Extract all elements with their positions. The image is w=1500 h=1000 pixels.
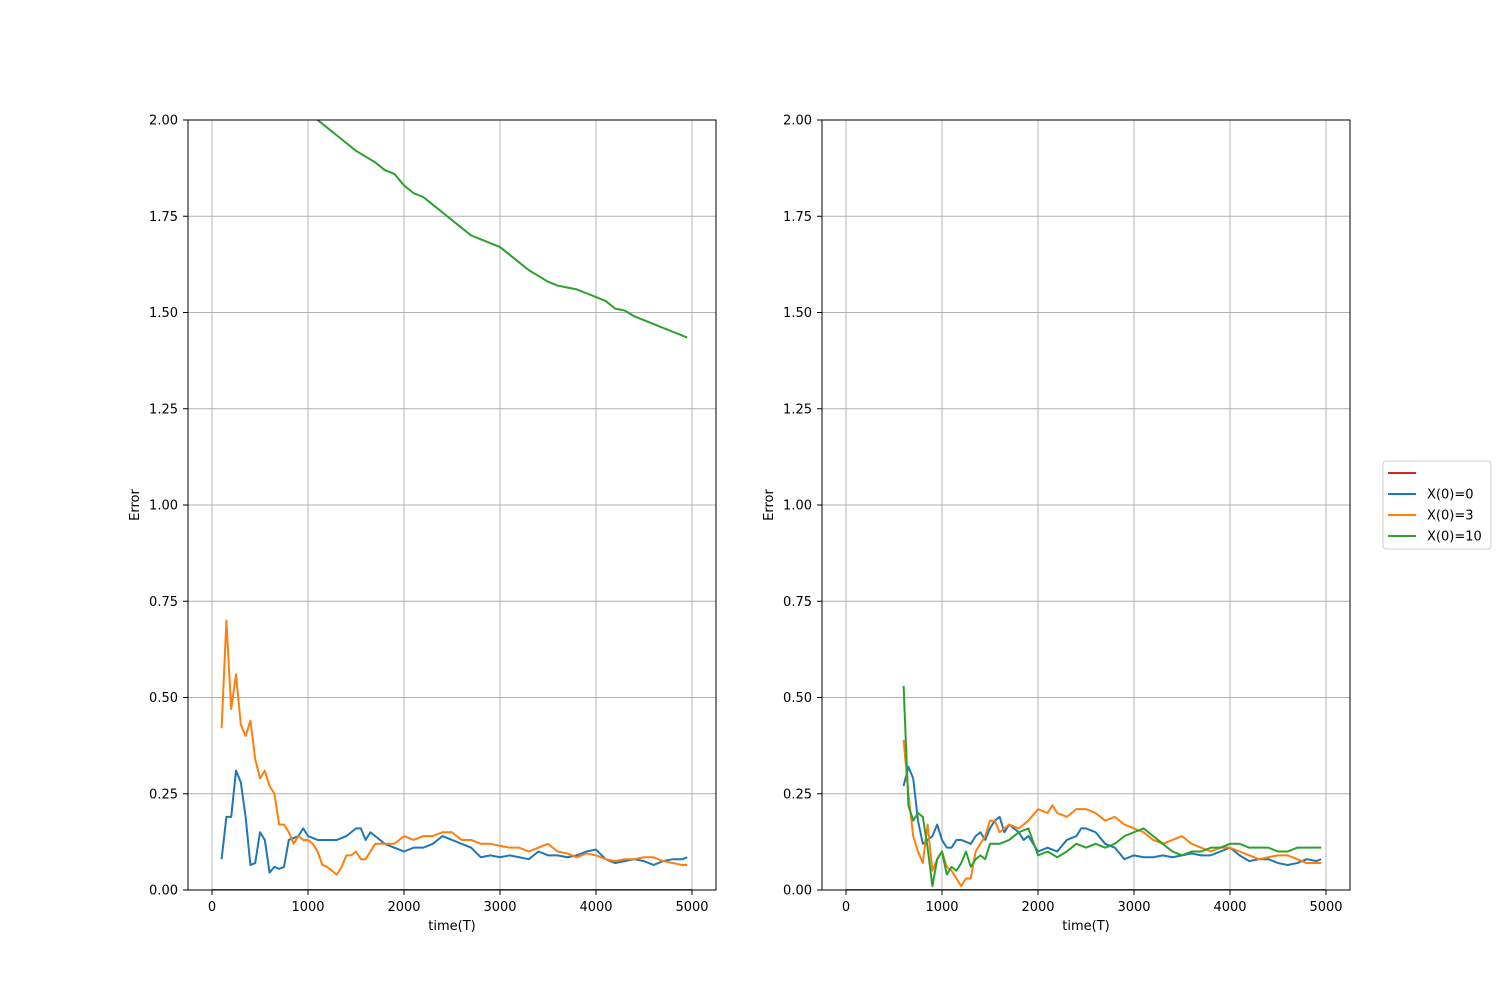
y-tick-label: 0.50 bbox=[783, 691, 812, 706]
y-tick-label: 1.00 bbox=[149, 499, 178, 514]
y-tick-label: 0.75 bbox=[783, 595, 812, 610]
grid bbox=[822, 119, 1350, 891]
y-tick-label: 0.50 bbox=[149, 691, 178, 706]
subplot-2: 0 1000 2000 3000 4000 5000 0.00 0.25 0.50 0.75 1.0… bbox=[762, 114, 1351, 934]
legend-box bbox=[1382, 460, 1492, 550]
x-tick-label: 0 bbox=[208, 900, 216, 915]
y-ticks: 0.00 0.25 0.50 0.75 1.00 1.25 1.50 1.75 2.00 bbox=[149, 114, 188, 899]
y-tick-label: 1.00 bbox=[783, 499, 812, 514]
legend-label: X(0)=0 bbox=[1427, 488, 1473, 503]
x-tick-label: 3000 bbox=[1117, 900, 1150, 915]
x-tick-label: 1000 bbox=[925, 900, 958, 915]
series-line-2 bbox=[902, 765, 1322, 866]
y-ticks: 0.00 0.25 0.50 0.75 1.00 1.25 1.50 1.75 2.00 bbox=[783, 114, 822, 899]
y-tick-label: 2.00 bbox=[149, 114, 178, 129]
x-tick-label: 5000 bbox=[1309, 900, 1342, 915]
y-tick-label: 2.00 bbox=[783, 114, 812, 129]
legend-label: X(0)=10 bbox=[1427, 530, 1482, 545]
x-tick-label: 2000 bbox=[387, 900, 420, 915]
x-axis-label: time(T) bbox=[1062, 919, 1109, 934]
x-axis-label: time(T) bbox=[428, 919, 475, 934]
series-group bbox=[846, 685, 1326, 890]
series-line-3 bbox=[220, 619, 688, 876]
y-axis-label: Error bbox=[762, 489, 777, 521]
y-tick-label: 0.25 bbox=[783, 787, 812, 802]
y-tick-label: 1.75 bbox=[149, 210, 178, 225]
x-tick-label: 3000 bbox=[483, 900, 516, 915]
legend-item: X(0)=0 bbox=[1388, 488, 1473, 503]
legend: X(0)=0 X(0)=3 X(0)=10 bbox=[1382, 460, 1492, 550]
x-tick-label: 4000 bbox=[579, 900, 612, 915]
y-axis-label: Error bbox=[128, 489, 143, 521]
y-tick-label: 1.25 bbox=[149, 402, 178, 417]
legend-label: X(0)=3 bbox=[1427, 509, 1473, 524]
y-tick-label: 0.00 bbox=[783, 884, 812, 899]
plots: 0 1000 2000 3000 4000 5000 0.00 0.25 0.50 0.75 1.0… bbox=[128, 114, 1351, 934]
legend-item: X(0)=10 bbox=[1388, 530, 1482, 545]
series-line-4 bbox=[316, 120, 688, 339]
series-line-4 bbox=[902, 685, 1322, 888]
series-line-3 bbox=[902, 739, 1322, 888]
grid bbox=[188, 119, 716, 891]
y-tick-label: 0.25 bbox=[149, 787, 178, 802]
y-tick-label: 0.75 bbox=[149, 595, 178, 610]
series-line-2 bbox=[220, 769, 688, 874]
y-tick-label: 0.00 bbox=[149, 884, 178, 899]
legend-item: X(0)=3 bbox=[1388, 509, 1473, 524]
x-tick-label: 5000 bbox=[675, 900, 708, 915]
x-ticks: 0 1000 2000 3000 4000 5000 bbox=[208, 890, 709, 915]
x-ticks: 0 1000 2000 3000 4000 5000 bbox=[842, 890, 1343, 915]
series-group bbox=[212, 120, 692, 890]
y-tick-label: 1.50 bbox=[149, 306, 178, 321]
y-tick-label: 1.25 bbox=[783, 402, 812, 417]
x-tick-label: 4000 bbox=[1213, 900, 1246, 915]
y-tick-label: 1.75 bbox=[783, 210, 812, 225]
subplot-1: 0 1000 2000 3000 4000 5000 0.00 0.25 0.50 0.75 1.0… bbox=[128, 114, 717, 934]
x-tick-label: 2000 bbox=[1021, 900, 1054, 915]
x-tick-label: 1000 bbox=[291, 900, 324, 915]
x-tick-label: 0 bbox=[842, 900, 850, 915]
y-tick-label: 1.50 bbox=[783, 306, 812, 321]
